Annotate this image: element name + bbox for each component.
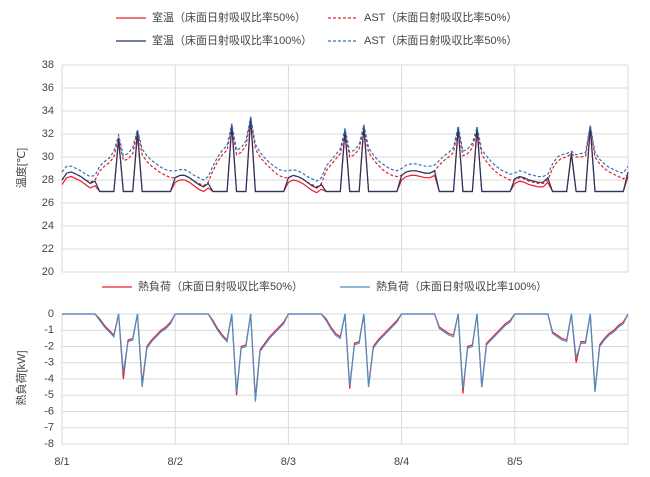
legend-label: 室温（床面日射吸収比率100%） xyxy=(152,33,312,47)
x-tick-label: 8/1 xyxy=(54,456,69,468)
y-tick-label: 22 xyxy=(42,243,54,255)
y-tick-label: -8 xyxy=(44,438,54,450)
y-tick-label: -2 xyxy=(44,340,54,352)
y-tick-label: 24 xyxy=(42,220,54,232)
legend-label: 熱負荷（床面日射吸収比率100%） xyxy=(376,279,547,293)
x-tick-label: 8/5 xyxy=(507,456,522,468)
y-tick-label: -1 xyxy=(44,324,54,336)
y-tick-label: 0 xyxy=(48,308,54,320)
legend-label: 室温（床面日射吸収比率50%） xyxy=(152,10,306,24)
data-line xyxy=(61,116,629,182)
y-tick-label: -5 xyxy=(44,389,54,401)
y-tick-label: 38 xyxy=(42,59,54,71)
y-tick-label: 30 xyxy=(42,151,54,163)
y-tick-label: -7 xyxy=(44,422,54,434)
y-tick-label: 20 xyxy=(42,266,54,278)
legend-label: AST（床面日射吸収比率50%） xyxy=(364,10,517,24)
y-tick-label: 26 xyxy=(42,197,54,209)
y-tick-label: 34 xyxy=(42,105,54,117)
y-tick-label: -4 xyxy=(44,373,54,385)
y-tick-label: 36 xyxy=(42,82,54,94)
y-tick-label: 28 xyxy=(42,174,54,186)
y-tick-label: 32 xyxy=(42,128,54,140)
x-tick-label: 8/3 xyxy=(281,456,296,468)
data-line xyxy=(62,313,629,402)
y-axis-label: 熱負荷[kW] xyxy=(15,351,28,406)
legend-label: AST（床面日射吸収比率50%） xyxy=(364,33,517,47)
x-tick-label: 8/4 xyxy=(394,456,409,468)
legend-label: 熱負荷（床面日射吸収比率50%） xyxy=(138,279,303,293)
y-tick-label: -3 xyxy=(44,357,54,369)
y-axis-label: 温度[℃] xyxy=(14,148,28,188)
x-tick-label: 8/2 xyxy=(168,456,183,468)
y-tick-label: -6 xyxy=(44,405,54,417)
